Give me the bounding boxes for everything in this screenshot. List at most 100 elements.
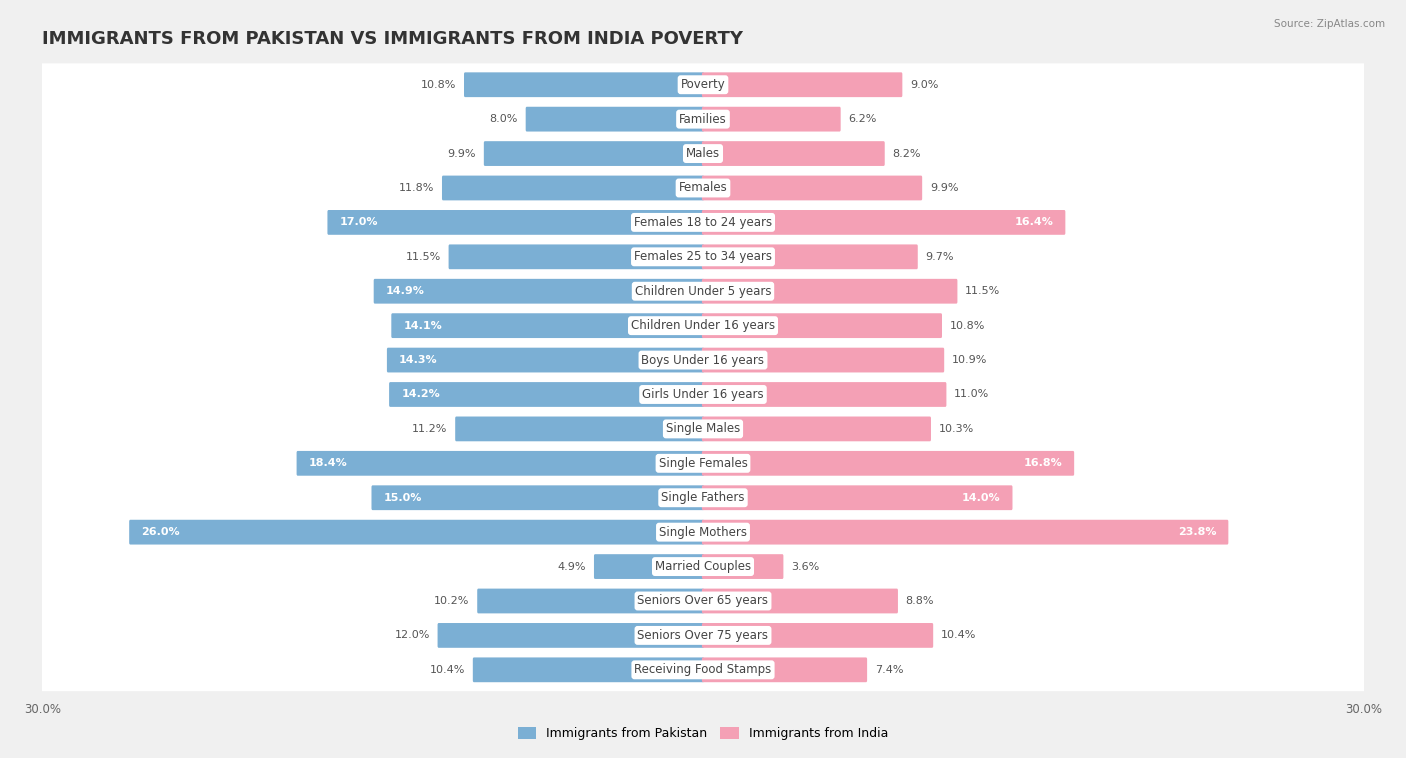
FancyBboxPatch shape <box>371 485 704 510</box>
Text: 11.5%: 11.5% <box>405 252 441 262</box>
Legend: Immigrants from Pakistan, Immigrants from India: Immigrants from Pakistan, Immigrants fro… <box>513 722 893 745</box>
Text: 6.2%: 6.2% <box>848 114 877 124</box>
FancyBboxPatch shape <box>449 244 704 269</box>
Text: Females: Females <box>679 181 727 195</box>
Text: 11.0%: 11.0% <box>955 390 990 399</box>
FancyBboxPatch shape <box>39 580 1367 622</box>
FancyBboxPatch shape <box>702 520 1229 544</box>
Text: 14.1%: 14.1% <box>404 321 441 330</box>
Text: 14.3%: 14.3% <box>399 355 437 365</box>
Text: 17.0%: 17.0% <box>339 218 378 227</box>
FancyBboxPatch shape <box>39 614 1367 656</box>
FancyBboxPatch shape <box>39 201 1367 244</box>
Text: 26.0%: 26.0% <box>141 527 180 537</box>
FancyBboxPatch shape <box>374 279 704 304</box>
Text: 9.9%: 9.9% <box>929 183 959 193</box>
Text: Boys Under 16 years: Boys Under 16 years <box>641 353 765 367</box>
FancyBboxPatch shape <box>441 176 704 200</box>
FancyBboxPatch shape <box>456 416 704 441</box>
Text: 8.8%: 8.8% <box>905 596 934 606</box>
Text: 9.9%: 9.9% <box>447 149 477 158</box>
Text: 10.3%: 10.3% <box>939 424 974 434</box>
FancyBboxPatch shape <box>702 657 868 682</box>
FancyBboxPatch shape <box>437 623 704 648</box>
Text: Source: ZipAtlas.com: Source: ZipAtlas.com <box>1274 19 1385 29</box>
FancyBboxPatch shape <box>39 476 1367 519</box>
Text: Receiving Food Stamps: Receiving Food Stamps <box>634 663 772 676</box>
Text: 12.0%: 12.0% <box>395 631 430 641</box>
Text: Seniors Over 75 years: Seniors Over 75 years <box>637 629 769 642</box>
Text: 10.8%: 10.8% <box>949 321 986 330</box>
Text: 16.4%: 16.4% <box>1014 218 1053 227</box>
Text: Girls Under 16 years: Girls Under 16 years <box>643 388 763 401</box>
Text: 8.2%: 8.2% <box>893 149 921 158</box>
FancyBboxPatch shape <box>39 236 1367 278</box>
Text: 11.8%: 11.8% <box>399 183 434 193</box>
Text: 16.8%: 16.8% <box>1024 459 1062 468</box>
Text: Children Under 16 years: Children Under 16 years <box>631 319 775 332</box>
FancyBboxPatch shape <box>328 210 704 235</box>
FancyBboxPatch shape <box>39 64 1367 106</box>
Text: 18.4%: 18.4% <box>309 459 347 468</box>
FancyBboxPatch shape <box>484 141 704 166</box>
Text: 10.4%: 10.4% <box>941 631 976 641</box>
FancyBboxPatch shape <box>389 382 704 407</box>
Text: Females 18 to 24 years: Females 18 to 24 years <box>634 216 772 229</box>
FancyBboxPatch shape <box>702 623 934 648</box>
FancyBboxPatch shape <box>39 270 1367 312</box>
FancyBboxPatch shape <box>39 442 1367 484</box>
Text: 15.0%: 15.0% <box>384 493 422 503</box>
Text: IMMIGRANTS FROM PAKISTAN VS IMMIGRANTS FROM INDIA POVERTY: IMMIGRANTS FROM PAKISTAN VS IMMIGRANTS F… <box>42 30 744 48</box>
FancyBboxPatch shape <box>472 657 704 682</box>
FancyBboxPatch shape <box>702 107 841 132</box>
Text: 9.7%: 9.7% <box>925 252 955 262</box>
FancyBboxPatch shape <box>39 132 1367 175</box>
FancyBboxPatch shape <box>702 485 1012 510</box>
Text: 9.0%: 9.0% <box>910 80 938 89</box>
Text: 14.0%: 14.0% <box>962 493 1001 503</box>
Text: Single Males: Single Males <box>666 422 740 435</box>
FancyBboxPatch shape <box>526 107 704 132</box>
FancyBboxPatch shape <box>391 313 704 338</box>
Text: 14.2%: 14.2% <box>401 390 440 399</box>
FancyBboxPatch shape <box>39 545 1367 588</box>
FancyBboxPatch shape <box>39 167 1367 209</box>
Text: 23.8%: 23.8% <box>1178 527 1216 537</box>
FancyBboxPatch shape <box>464 72 704 97</box>
Text: 10.8%: 10.8% <box>420 80 457 89</box>
Text: Married Couples: Married Couples <box>655 560 751 573</box>
FancyBboxPatch shape <box>702 244 918 269</box>
Text: Poverty: Poverty <box>681 78 725 91</box>
Text: Single Females: Single Females <box>658 457 748 470</box>
FancyBboxPatch shape <box>39 373 1367 416</box>
FancyBboxPatch shape <box>39 408 1367 450</box>
Text: Single Mothers: Single Mothers <box>659 525 747 539</box>
FancyBboxPatch shape <box>702 554 783 579</box>
Text: Single Fathers: Single Fathers <box>661 491 745 504</box>
FancyBboxPatch shape <box>702 313 942 338</box>
Text: 4.9%: 4.9% <box>558 562 586 572</box>
FancyBboxPatch shape <box>593 554 704 579</box>
Text: 7.4%: 7.4% <box>875 665 903 675</box>
Text: 3.6%: 3.6% <box>792 562 820 572</box>
FancyBboxPatch shape <box>702 451 1074 476</box>
FancyBboxPatch shape <box>702 348 945 372</box>
FancyBboxPatch shape <box>702 416 931 441</box>
FancyBboxPatch shape <box>477 589 704 613</box>
FancyBboxPatch shape <box>702 589 898 613</box>
FancyBboxPatch shape <box>702 279 957 304</box>
Text: Seniors Over 65 years: Seniors Over 65 years <box>637 594 769 607</box>
Text: 11.2%: 11.2% <box>412 424 447 434</box>
Text: 10.2%: 10.2% <box>434 596 470 606</box>
FancyBboxPatch shape <box>387 348 704 372</box>
FancyBboxPatch shape <box>702 382 946 407</box>
FancyBboxPatch shape <box>702 141 884 166</box>
Text: 8.0%: 8.0% <box>489 114 517 124</box>
FancyBboxPatch shape <box>39 98 1367 140</box>
FancyBboxPatch shape <box>702 176 922 200</box>
FancyBboxPatch shape <box>702 72 903 97</box>
FancyBboxPatch shape <box>39 649 1367 691</box>
FancyBboxPatch shape <box>39 339 1367 381</box>
Text: Females 25 to 34 years: Females 25 to 34 years <box>634 250 772 263</box>
FancyBboxPatch shape <box>702 210 1066 235</box>
